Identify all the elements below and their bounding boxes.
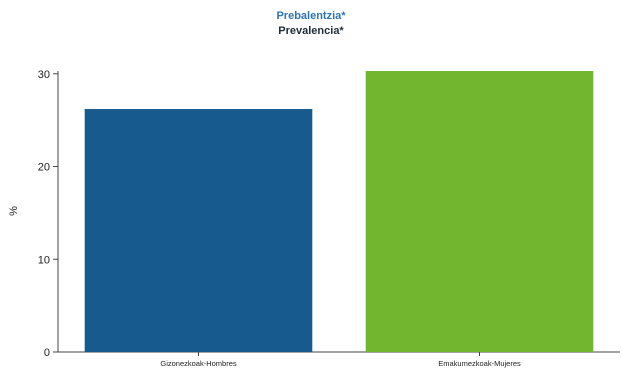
- y-tick-label: 20: [38, 162, 50, 174]
- x-tick-label: Gizonezkoak-Hombres: [160, 359, 237, 368]
- y-axis-label: %: [8, 206, 20, 216]
- chart-subtitle: Prevalencia*: [278, 25, 344, 37]
- bar-2: [365, 71, 594, 352]
- y-tick-label: 0: [44, 347, 50, 359]
- bars: [84, 71, 594, 352]
- bar-1: [84, 109, 313, 352]
- y-tick-label: 10: [38, 254, 50, 266]
- y-ticks: 0 10 20 30: [38, 69, 58, 359]
- chart-title: Prebalentzia*: [276, 10, 346, 22]
- x-tick-label: Emakumezkoak-Mujeres: [438, 359, 521, 368]
- y-tick-label: 30: [38, 69, 50, 81]
- x-tick-labels: Gizonezkoak-Hombres Emakumezkoak-Mujeres: [160, 352, 521, 368]
